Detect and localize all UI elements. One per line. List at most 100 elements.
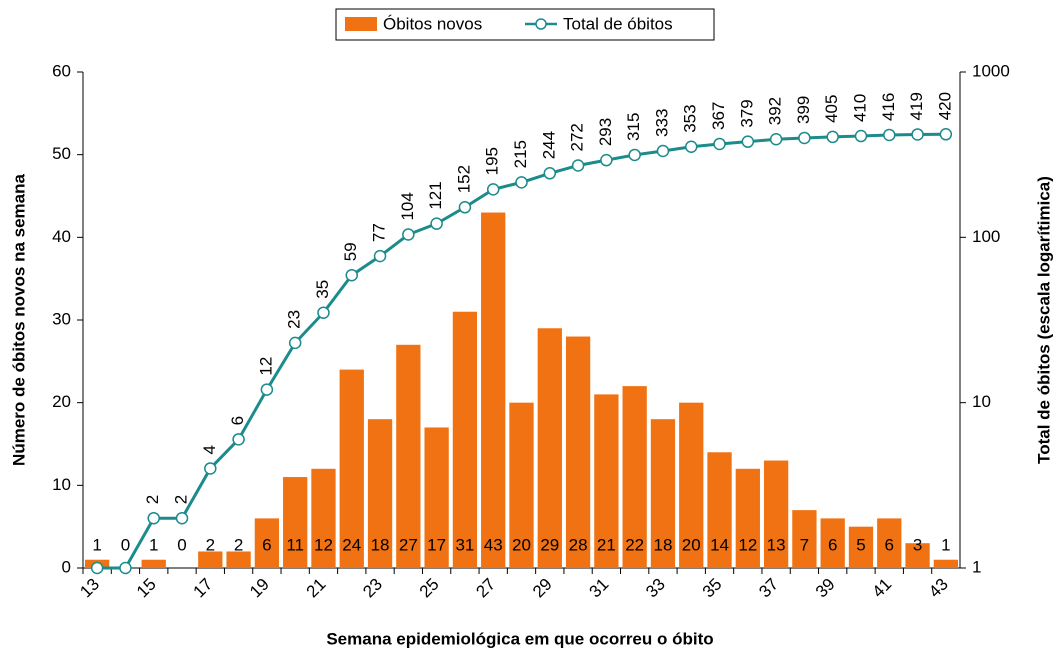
y-tick-label: 40 xyxy=(52,227,71,246)
legend-box xyxy=(335,8,715,41)
line-label: 405 xyxy=(822,95,841,123)
x-tick-label: 43 xyxy=(925,575,952,602)
bar-label: 2 xyxy=(234,535,243,554)
bar-label: 12 xyxy=(738,535,757,554)
line-marker xyxy=(600,153,613,167)
line-marker xyxy=(741,135,755,148)
bar xyxy=(707,452,732,568)
bar xyxy=(424,427,449,568)
bar-label: 29 xyxy=(540,535,559,554)
bar-label: 7 xyxy=(800,535,809,554)
line-marker xyxy=(713,137,726,151)
line-marker xyxy=(656,144,670,158)
line-label: 121 xyxy=(426,181,445,209)
line-marker xyxy=(175,511,189,525)
x-tick-label: 37 xyxy=(755,575,782,602)
x-tick-label: 29 xyxy=(529,575,556,602)
bar-label: 24 xyxy=(342,535,361,554)
line-marker xyxy=(260,383,274,396)
line-label: 2 xyxy=(143,495,162,504)
x-tick-label: 27 xyxy=(472,575,499,602)
y-tick-label: 20 xyxy=(52,392,71,411)
y-tick-label: 50 xyxy=(52,144,71,163)
line-marker xyxy=(288,336,302,350)
bar xyxy=(509,402,534,568)
line-marker xyxy=(543,167,557,180)
bar xyxy=(594,394,619,568)
x-tick-label: 17 xyxy=(189,575,216,602)
line-marker xyxy=(883,128,896,142)
line-label: 367 xyxy=(709,102,728,130)
line-marker xyxy=(515,176,528,189)
bar-label: 18 xyxy=(371,535,390,554)
line-marker xyxy=(232,433,245,446)
line-label: 104 xyxy=(398,192,417,220)
bar-label: 6 xyxy=(262,535,271,554)
x-tick-label: 23 xyxy=(359,575,386,602)
bar-label: 6 xyxy=(828,535,837,554)
bar xyxy=(141,559,166,568)
bar xyxy=(763,460,789,568)
bar xyxy=(933,559,958,568)
line-label: 2 xyxy=(172,495,191,504)
bar xyxy=(367,419,393,568)
line-marker xyxy=(769,132,783,146)
bar-label: 1 xyxy=(149,535,158,554)
line-marker xyxy=(204,462,217,475)
line-marker xyxy=(317,306,330,319)
bar-label: 1 xyxy=(92,535,101,554)
line-label: 333 xyxy=(652,109,671,137)
line-label: 419 xyxy=(907,92,926,120)
bar-label: 22 xyxy=(625,535,644,554)
x-tick-label: 35 xyxy=(699,575,726,602)
x-tick-label: 31 xyxy=(586,575,613,602)
bar xyxy=(254,518,280,568)
line-marker xyxy=(430,217,443,230)
line-label: 293 xyxy=(596,118,615,146)
line-label: 215 xyxy=(511,140,530,168)
line-marker xyxy=(628,148,641,162)
line-marker xyxy=(684,140,698,154)
bar-label: 0 xyxy=(121,535,130,554)
x-tick-label: 39 xyxy=(812,575,839,602)
line-label: 244 xyxy=(539,131,558,159)
bar xyxy=(396,344,421,568)
line-label: 353 xyxy=(681,104,700,132)
line-marker xyxy=(119,561,132,575)
line-label: 12 xyxy=(256,357,275,376)
bar-label: 20 xyxy=(682,535,701,554)
line-label: 23 xyxy=(285,310,304,329)
line-marker xyxy=(571,159,585,172)
bar-label: 28 xyxy=(569,535,588,554)
line-label: 315 xyxy=(624,113,643,141)
x-tick-label: 21 xyxy=(303,575,330,602)
bar xyxy=(820,518,845,568)
bar-label: 27 xyxy=(399,535,418,554)
x-tick-label: 33 xyxy=(642,575,669,602)
bar xyxy=(226,551,251,568)
bar-label: 18 xyxy=(653,535,672,554)
bar-label: 3 xyxy=(913,535,922,554)
bar xyxy=(877,518,902,568)
x-tick-label: 41 xyxy=(868,575,895,602)
y2-tick-label: 10 xyxy=(972,392,991,411)
bar-label: 1 xyxy=(941,535,950,554)
bar xyxy=(679,402,704,568)
bar xyxy=(565,336,591,568)
bar-label: 12 xyxy=(314,535,333,554)
y-tick-label: 10 xyxy=(52,475,71,494)
line-marker xyxy=(90,561,104,575)
bar xyxy=(481,212,506,569)
line-marker xyxy=(147,511,160,525)
line-marker xyxy=(402,228,415,241)
line-label: 416 xyxy=(879,93,898,121)
bar-label: 13 xyxy=(767,535,786,554)
line-label: 6 xyxy=(228,416,247,425)
bar xyxy=(622,386,647,568)
y-tick-label: 60 xyxy=(52,61,71,80)
line-label: 77 xyxy=(370,223,389,242)
y2-axis-title: Total de óbitos (escala logarítimica) xyxy=(1034,176,1053,464)
line-label: 272 xyxy=(568,123,587,151)
y-axis-title: Número de óbitos novos na semana xyxy=(9,174,28,466)
